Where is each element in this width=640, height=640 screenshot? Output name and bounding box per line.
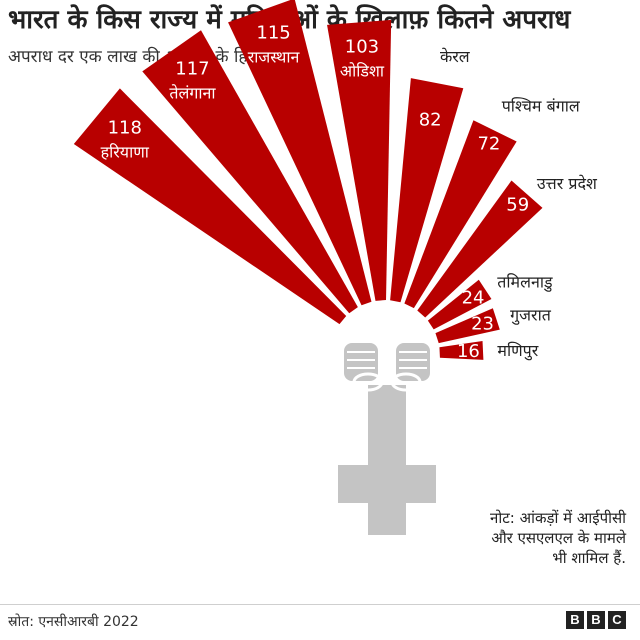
value-label: 118	[108, 117, 142, 138]
chart-subtitle: अपराध दर एक लाख की आबादी के हिसाब से	[8, 47, 290, 67]
value-label: 59	[506, 195, 529, 216]
category-label: तेलंगाना	[169, 84, 216, 103]
female-symbol-handcuffs-icon	[338, 343, 436, 535]
category-label: ओडिशा	[340, 62, 385, 81]
value-label: 117	[175, 59, 209, 80]
value-label: 103	[345, 37, 379, 58]
category-label: तमिलनाडु	[497, 272, 553, 292]
category-label: मणिपुर	[497, 341, 538, 361]
category-label: पश्चिम बंगाल	[502, 96, 581, 115]
value-label: 72	[477, 133, 500, 154]
category-label: राजस्थान	[248, 48, 301, 67]
radial-bar-chart: 118 हरियाणा 117 तेलंगाना 115 राजस्थान 103 ओडिशा…	[73, 0, 598, 535]
bar-3	[228, 0, 372, 306]
logo-letter: C	[608, 611, 626, 629]
logo-letter: B	[566, 611, 584, 629]
bar-1	[73, 88, 347, 325]
bar-4	[327, 19, 392, 301]
bar-8	[427, 279, 492, 330]
bbc-logo: B B C	[566, 611, 626, 629]
bar-2	[142, 30, 358, 314]
source-text: स्रोत: एनसीआरबी 2022	[8, 614, 139, 630]
bar-9	[435, 308, 500, 344]
bar-5	[390, 78, 464, 303]
category-label: हरियाणा	[101, 142, 150, 161]
bar-10	[439, 341, 484, 360]
value-label: 115	[256, 23, 290, 44]
category-label: उत्तर प्रदेश	[537, 174, 598, 193]
footer-divider	[0, 604, 640, 605]
category-label: केरल	[440, 47, 471, 66]
value-label: 23	[471, 313, 494, 334]
value-label: 82	[419, 109, 442, 130]
bar-7	[417, 180, 543, 318]
footnote: नोट: आंकड़ों में आईपीसी और एसएलएल के माम…	[490, 509, 626, 567]
category-label: गुजरात	[510, 305, 552, 325]
value-label: 16	[457, 341, 480, 362]
logo-letter: B	[587, 611, 605, 629]
bar-6	[404, 120, 517, 309]
value-label: 24	[462, 287, 485, 308]
